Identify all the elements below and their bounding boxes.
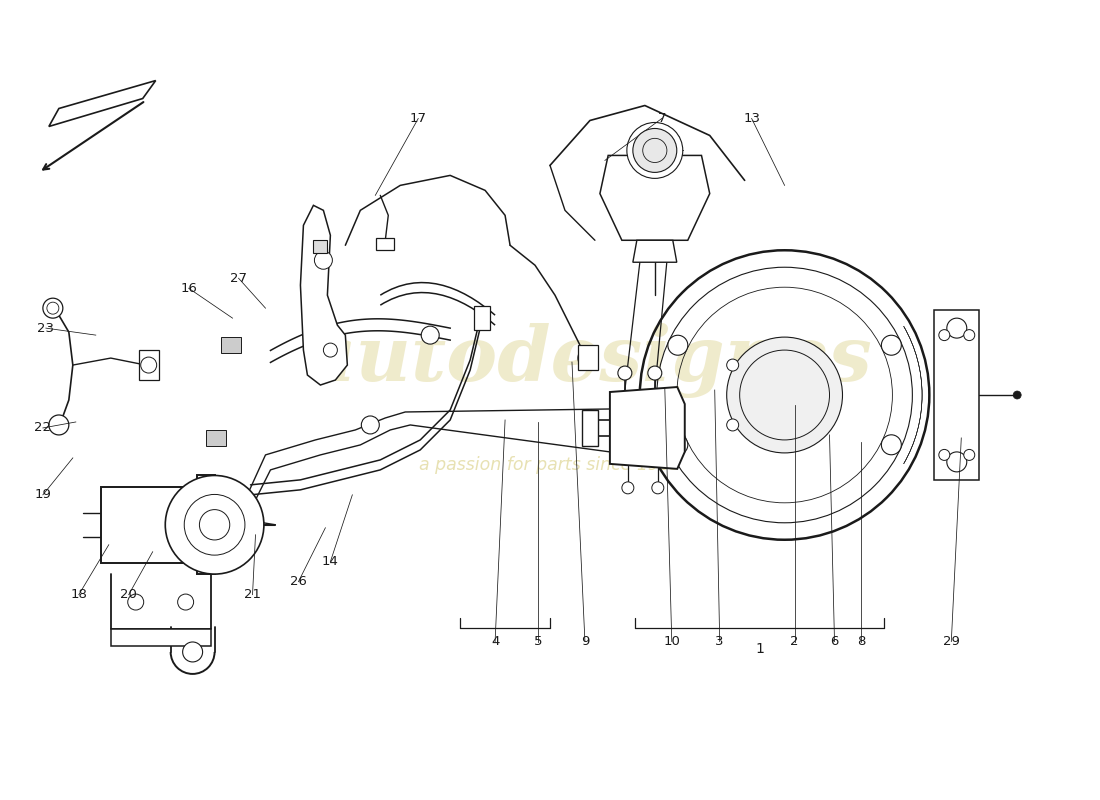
Text: 7: 7: [658, 112, 667, 125]
Polygon shape: [609, 387, 685, 469]
Polygon shape: [139, 350, 158, 380]
Text: 4: 4: [491, 635, 499, 648]
Circle shape: [627, 122, 683, 178]
Polygon shape: [474, 306, 491, 330]
Polygon shape: [206, 430, 225, 446]
Circle shape: [964, 450, 975, 460]
Circle shape: [938, 450, 949, 460]
Text: 21: 21: [244, 588, 261, 601]
Circle shape: [361, 416, 379, 434]
Circle shape: [421, 326, 439, 344]
Text: 16: 16: [180, 282, 197, 294]
Text: 29: 29: [943, 635, 959, 648]
Text: 14: 14: [322, 555, 339, 568]
Text: 8: 8: [857, 635, 866, 648]
Polygon shape: [376, 238, 394, 250]
Polygon shape: [300, 206, 348, 385]
Text: 27: 27: [230, 272, 248, 285]
Text: 20: 20: [120, 588, 138, 601]
Text: autodesignes: autodesignes: [307, 322, 872, 398]
Text: 17: 17: [409, 112, 427, 125]
Circle shape: [964, 330, 975, 341]
Circle shape: [43, 298, 63, 318]
Text: 9: 9: [581, 635, 590, 648]
Circle shape: [578, 348, 598, 368]
Circle shape: [48, 415, 69, 435]
Circle shape: [727, 337, 843, 453]
Circle shape: [183, 642, 202, 662]
Circle shape: [315, 251, 332, 270]
Text: 19: 19: [34, 488, 52, 502]
Text: 3: 3: [715, 635, 724, 648]
Text: 1: 1: [756, 642, 764, 655]
Circle shape: [128, 594, 144, 610]
Polygon shape: [582, 410, 598, 446]
Polygon shape: [111, 629, 210, 646]
Text: 23: 23: [37, 322, 54, 334]
Text: 26: 26: [290, 575, 307, 588]
Circle shape: [177, 594, 194, 610]
Polygon shape: [578, 345, 598, 370]
Polygon shape: [101, 475, 214, 574]
Circle shape: [632, 129, 676, 172]
Circle shape: [727, 359, 739, 371]
Text: 13: 13: [744, 112, 760, 125]
Circle shape: [165, 475, 264, 574]
Text: 5: 5: [534, 635, 542, 648]
Circle shape: [881, 435, 901, 454]
Polygon shape: [632, 240, 676, 262]
Polygon shape: [221, 337, 241, 353]
Circle shape: [947, 452, 967, 472]
Text: a passion for parts since 1985: a passion for parts since 1985: [419, 456, 681, 474]
Circle shape: [947, 318, 967, 338]
Circle shape: [652, 482, 663, 494]
Text: 18: 18: [70, 588, 87, 601]
Circle shape: [141, 357, 156, 373]
Circle shape: [648, 366, 662, 380]
Circle shape: [1013, 391, 1021, 399]
Text: 10: 10: [663, 635, 680, 648]
Text: 6: 6: [830, 635, 838, 648]
Polygon shape: [314, 240, 328, 254]
Circle shape: [881, 335, 901, 355]
Circle shape: [323, 343, 338, 357]
Polygon shape: [934, 310, 979, 480]
Circle shape: [727, 419, 739, 431]
Circle shape: [621, 482, 634, 494]
Circle shape: [668, 435, 688, 454]
Circle shape: [618, 366, 631, 380]
Text: 22: 22: [34, 422, 52, 434]
Circle shape: [668, 335, 688, 355]
Polygon shape: [600, 155, 710, 240]
Text: 2: 2: [790, 635, 799, 648]
Circle shape: [938, 330, 949, 341]
